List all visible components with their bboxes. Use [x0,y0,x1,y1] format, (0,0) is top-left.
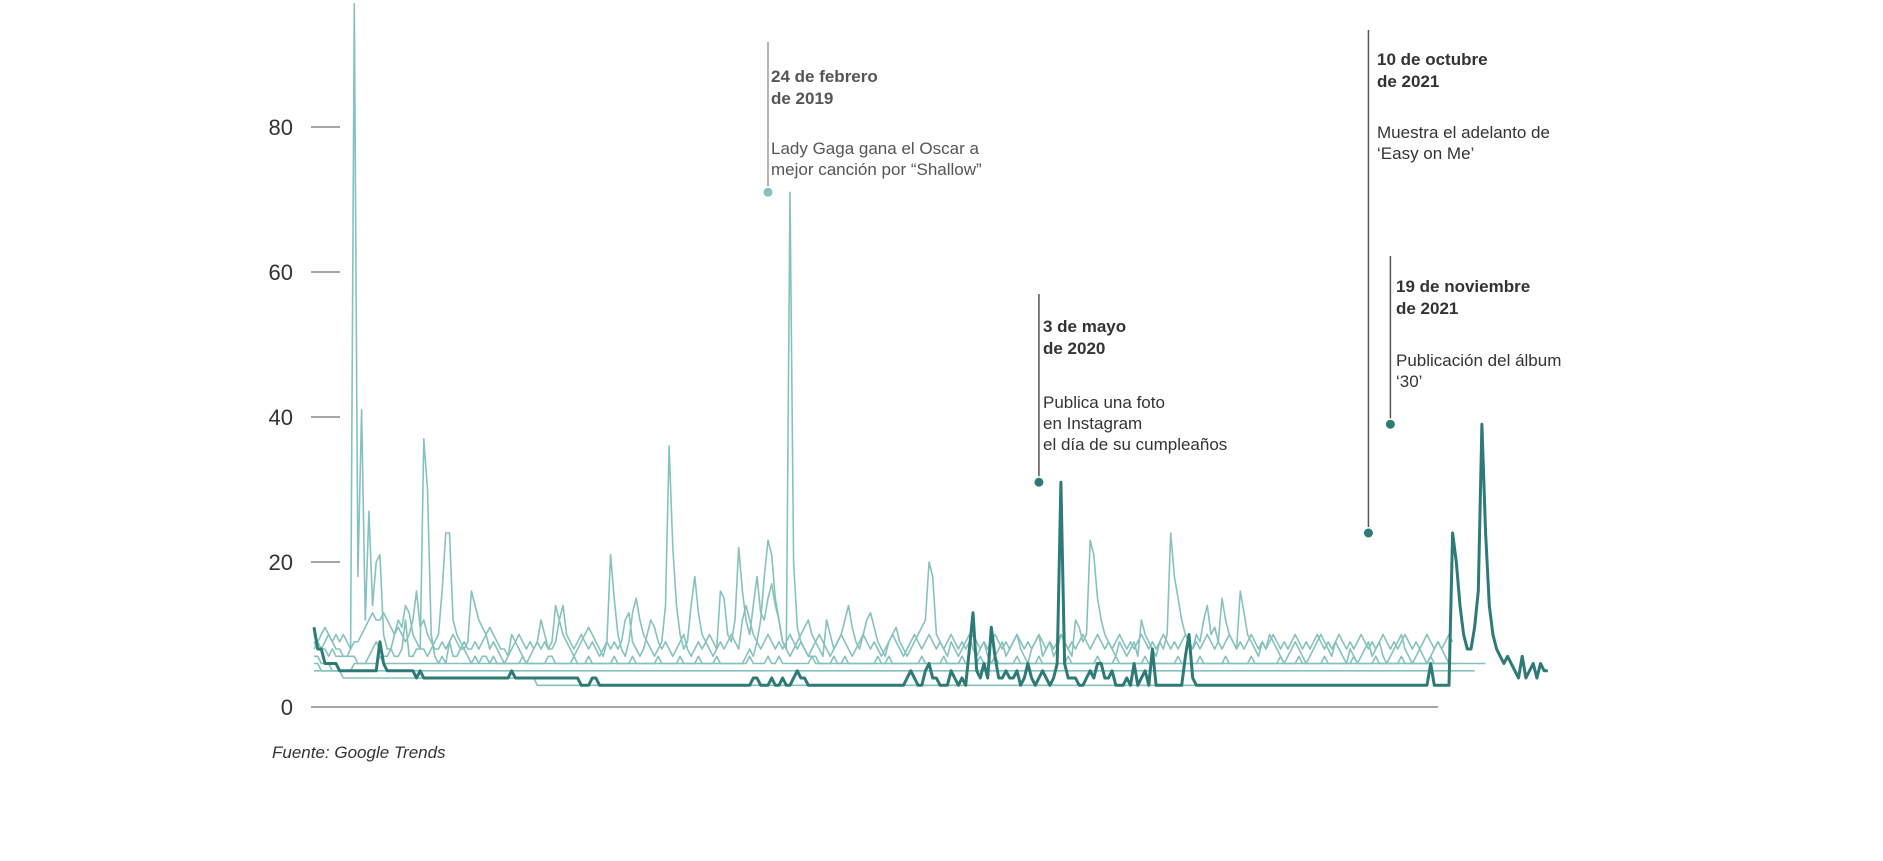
annotation-text-line: Publicación del álbum [1396,351,1561,370]
context-series-line-5 [314,662,1475,672]
context-series-line-4 [314,445,1450,672]
annotations-group: 24 de febrero de 2019 Lady Gaga gana el Os… [763,30,1561,538]
annotation-title-line: de 2021 [1377,72,1439,91]
annotation-album-30: 19 de noviembre de 2021 Publicación del ál… [1385,256,1561,429]
annotation-text-line: mejor canción por “Shallow” [771,160,982,179]
annotation-text-line: Lady Gaga gana el Oscar a [771,139,979,158]
annotation-easy-on-me: 10 de octubre de 2021 Muestra el adelanto … [1363,30,1550,538]
annotation-marker [1034,477,1044,487]
annotation-text-line: Publica una foto [1043,393,1165,412]
annotation-text-line: Muestra el adelanto de [1377,123,1550,142]
annotation-marker [763,187,773,197]
annotation-text-line: ‘Easy on Me’ [1377,144,1474,163]
annotation-birthday: 3 de mayo de 2020 Publica una foto en Insta… [1034,294,1227,487]
context-series-line-1 [313,3,1457,665]
annotation-title-line: de 2020 [1043,339,1105,358]
y-tick-label-40: 40 [269,405,293,430]
annotation-title-line: 10 de octubre [1377,50,1488,69]
y-axis: 0 20 40 60 80 [269,115,340,720]
y-tick-label-20: 20 [269,550,293,575]
annotation-marker [1363,528,1373,538]
annotation-oscar: 24 de febrero de 2019 Lady Gaga gana el Os… [763,42,982,197]
annotation-marker [1385,419,1395,429]
annotation-title-line: 3 de mayo [1043,317,1126,336]
highlight-series-group [312,422,1548,687]
annotation-title-line: 19 de noviembre [1396,277,1530,296]
highlight-series-line [312,422,1548,687]
annotation-title-line: 24 de febrero [771,67,878,86]
annotation-text-line: ‘30’ [1396,372,1422,391]
annotation-text-line: el día de su cumpleaños [1043,435,1227,454]
y-tick-label-80: 80 [269,115,293,140]
context-series-line-2 [313,191,1486,665]
context-series-group [313,3,1486,687]
annotation-title-line: de 2019 [771,89,833,108]
y-tick-label-60: 60 [269,260,293,285]
annotation-title-line: de 2021 [1396,299,1458,318]
source-note: Fuente: Google Trends [272,743,446,762]
annotation-text-line: en Instagram [1043,414,1142,433]
y-tick-label-0: 0 [281,695,293,720]
context-series-line-3 [313,590,1454,658]
